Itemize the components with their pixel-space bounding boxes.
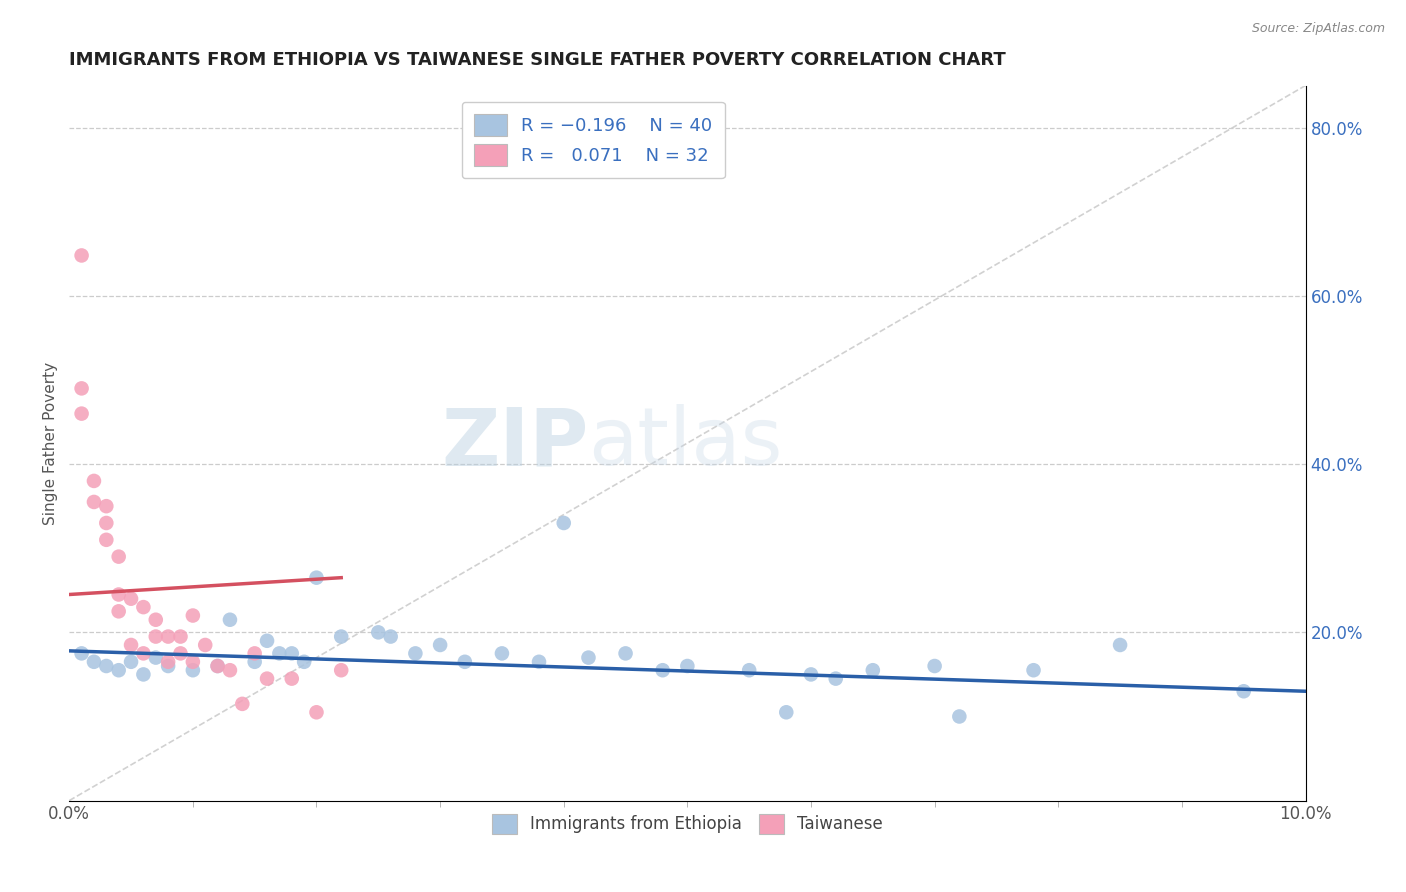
Legend: R = −0.196    N = 40, R =   0.071    N = 32: R = −0.196 N = 40, R = 0.071 N = 32 — [461, 102, 725, 178]
Point — [70, 248, 93, 262]
Point — [169, 647, 191, 661]
Point — [157, 655, 180, 669]
Point — [367, 625, 389, 640]
Point — [120, 638, 142, 652]
Point — [578, 650, 600, 665]
Point — [132, 667, 155, 681]
Point — [330, 630, 353, 644]
Point — [380, 630, 402, 644]
Point — [292, 655, 315, 669]
Point — [738, 663, 761, 677]
Text: IMMIGRANTS FROM ETHIOPIA VS TAIWANESE SINGLE FATHER POVERTY CORRELATION CHART: IMMIGRANTS FROM ETHIOPIA VS TAIWANESE SI… — [69, 51, 1005, 69]
Point — [256, 672, 278, 686]
Point — [429, 638, 451, 652]
Point — [305, 571, 328, 585]
Point — [145, 613, 167, 627]
Point — [924, 659, 946, 673]
Point — [107, 587, 129, 601]
Point — [281, 647, 304, 661]
Point — [1022, 663, 1045, 677]
Point — [120, 591, 142, 606]
Point — [824, 672, 846, 686]
Point — [107, 604, 129, 618]
Point — [145, 630, 167, 644]
Point — [96, 516, 118, 530]
Point — [404, 647, 426, 661]
Y-axis label: Single Father Poverty: Single Father Poverty — [44, 361, 58, 524]
Point — [305, 706, 328, 720]
Point — [330, 663, 353, 677]
Point — [70, 407, 93, 421]
Text: Source: ZipAtlas.com: Source: ZipAtlas.com — [1251, 22, 1385, 36]
Point — [120, 655, 142, 669]
Point — [256, 633, 278, 648]
Text: atlas: atlas — [589, 404, 783, 482]
Point — [181, 663, 204, 677]
Point — [553, 516, 575, 530]
Point — [132, 647, 155, 661]
Point — [107, 549, 129, 564]
Point — [491, 647, 513, 661]
Point — [157, 630, 180, 644]
Point — [145, 650, 167, 665]
Point — [1109, 638, 1132, 652]
Point — [96, 659, 118, 673]
Point — [83, 655, 105, 669]
Point — [800, 667, 823, 681]
Point — [70, 647, 93, 661]
Point — [83, 474, 105, 488]
Point — [1233, 684, 1256, 698]
Point — [96, 499, 118, 513]
Point — [70, 381, 93, 395]
Point — [454, 655, 477, 669]
Point — [243, 655, 266, 669]
Point — [775, 706, 797, 720]
Text: ZIP: ZIP — [441, 404, 589, 482]
Point — [269, 647, 291, 661]
Point — [243, 647, 266, 661]
Point — [96, 533, 118, 547]
Point — [219, 613, 242, 627]
Point — [281, 672, 304, 686]
Point — [614, 647, 637, 661]
Point — [181, 655, 204, 669]
Point — [207, 659, 229, 673]
Point — [169, 630, 191, 644]
Point — [194, 638, 217, 652]
Point — [83, 495, 105, 509]
Point — [676, 659, 699, 673]
Point — [219, 663, 242, 677]
Point — [862, 663, 884, 677]
Point — [527, 655, 550, 669]
Point — [107, 663, 129, 677]
Point — [157, 659, 180, 673]
Point — [231, 697, 253, 711]
Point — [948, 709, 970, 723]
Point — [132, 600, 155, 615]
Point — [181, 608, 204, 623]
Point — [651, 663, 673, 677]
Point — [207, 659, 229, 673]
